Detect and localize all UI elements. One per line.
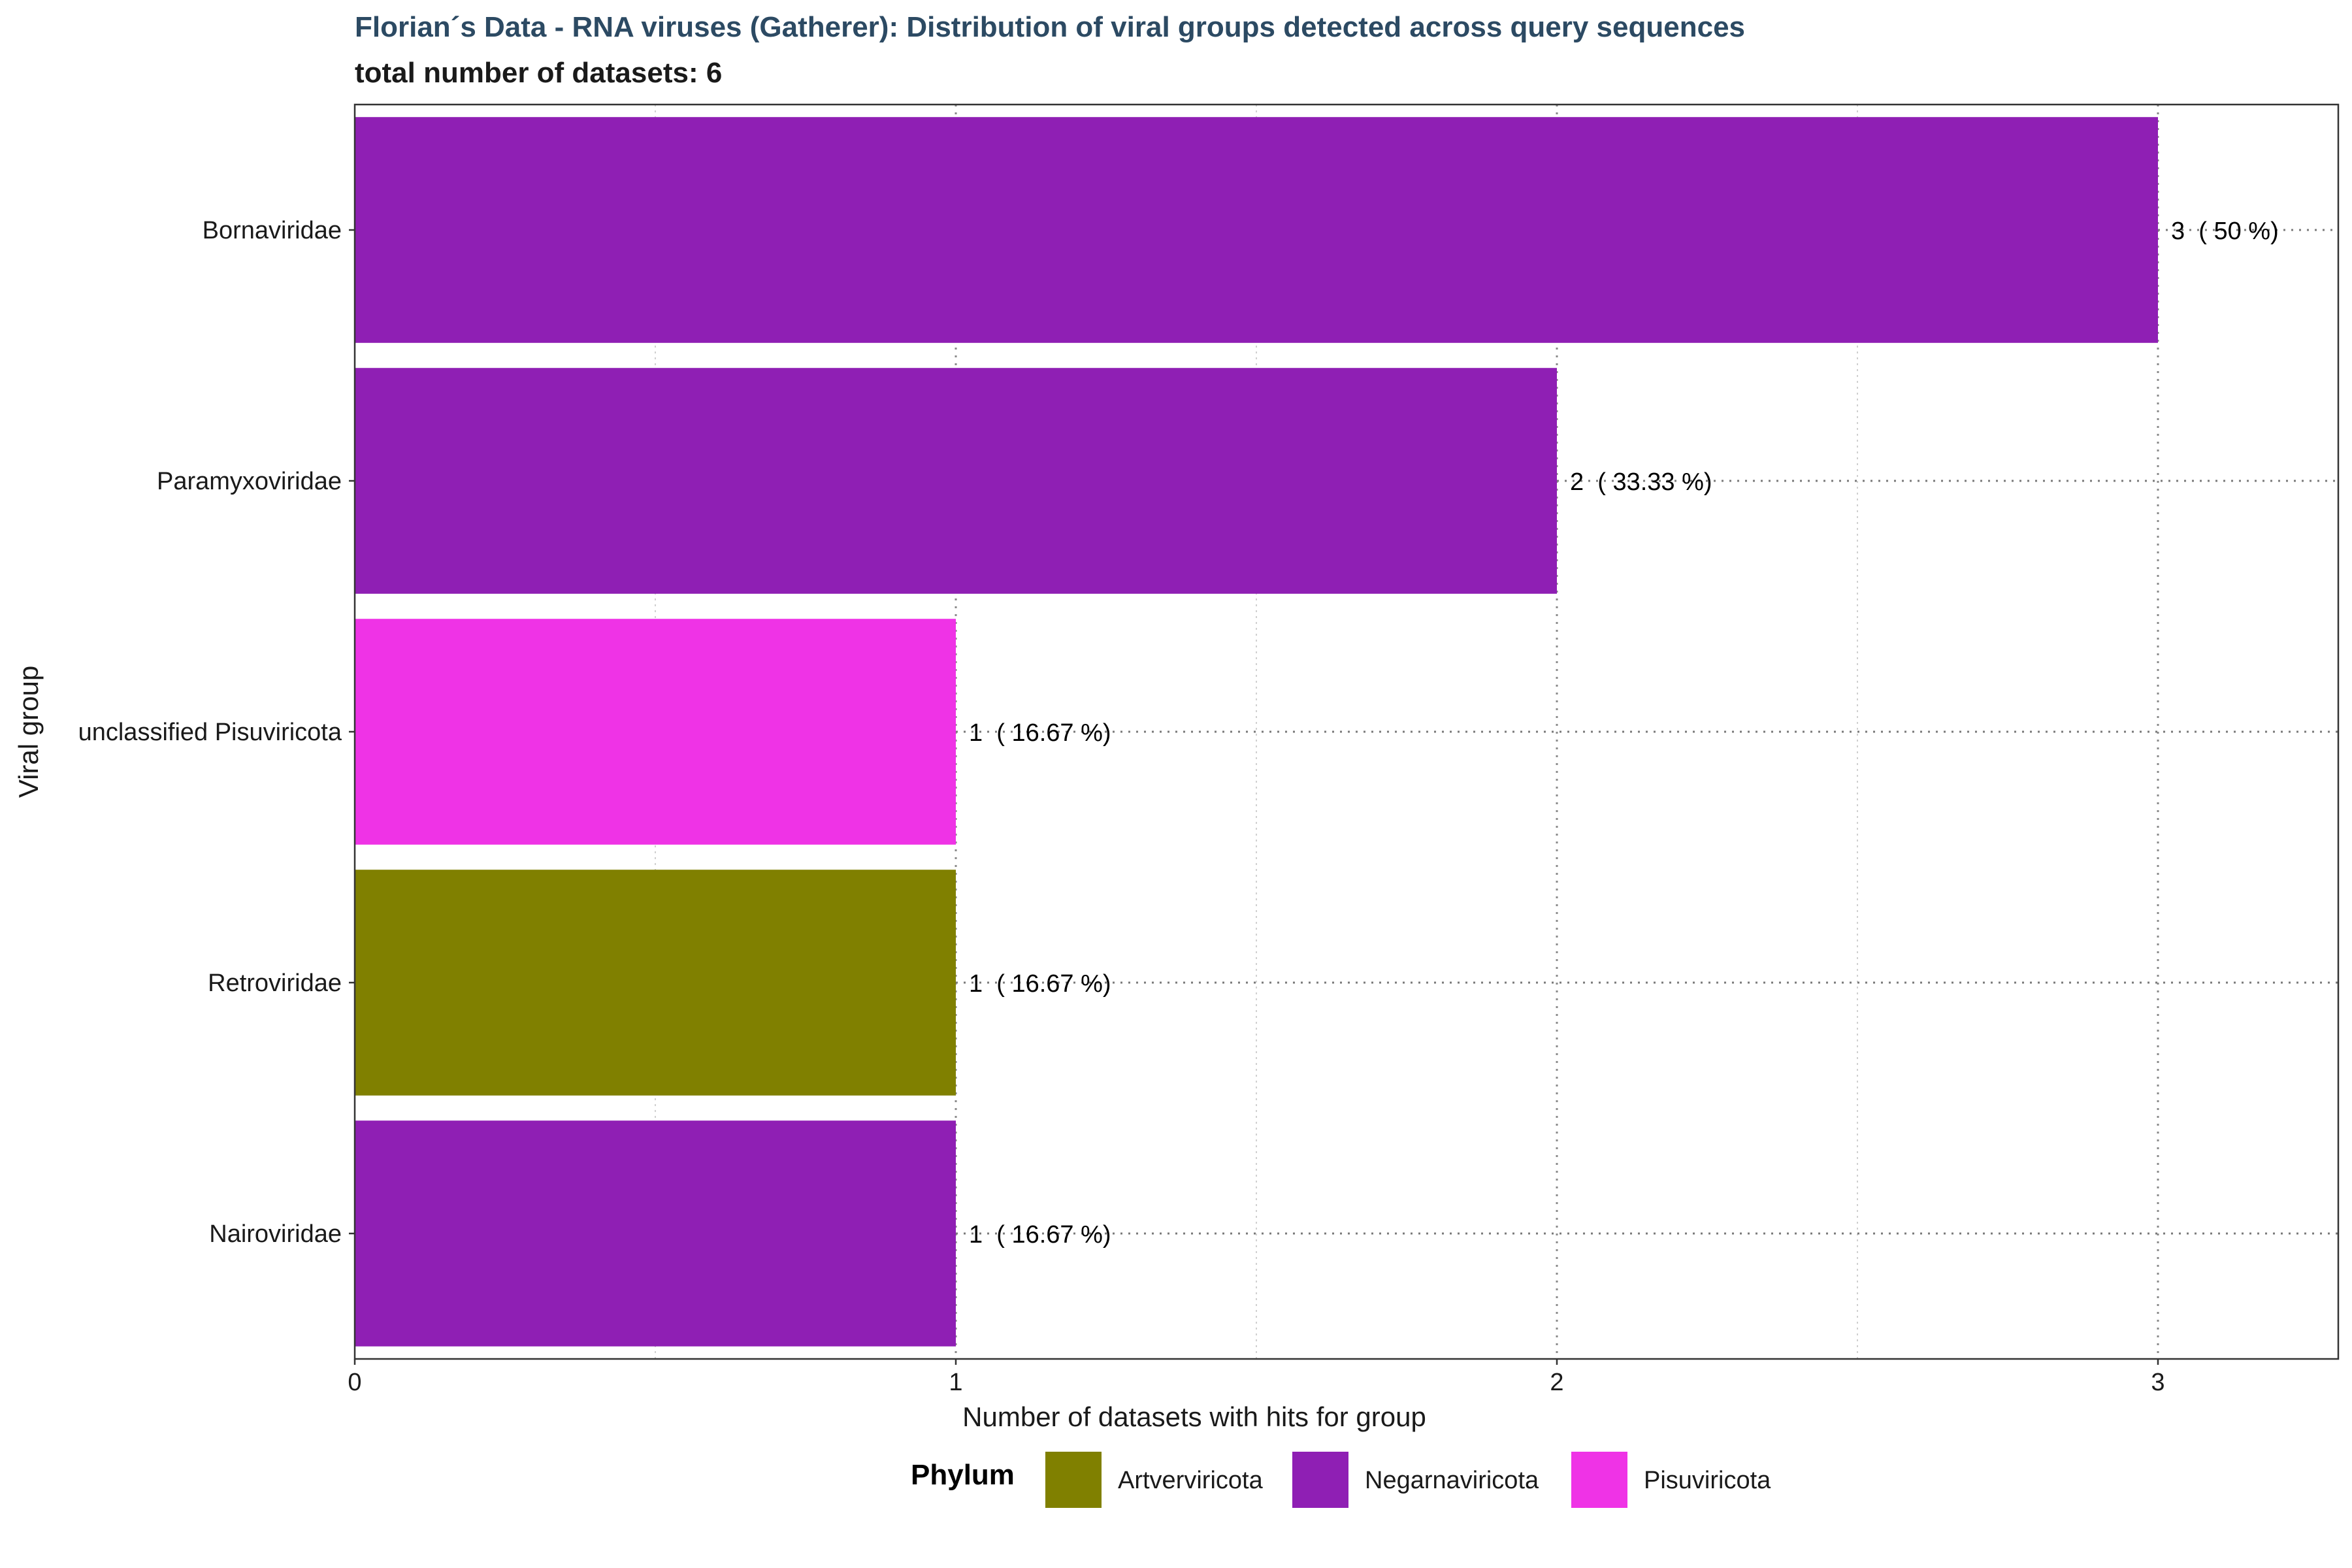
- legend-entry-label: Pisuviricota: [1644, 1467, 1771, 1494]
- chart-subtitle: total number of datasets: 6: [355, 57, 722, 89]
- data-label: 1 ( 16.67 %): [969, 719, 1111, 747]
- y-tick-label: Retroviridae: [208, 970, 342, 997]
- y-tick-label: Nairoviridae: [209, 1220, 342, 1248]
- legend-key: [1292, 1452, 1348, 1508]
- data-label: 1 ( 16.67 %): [969, 1221, 1111, 1249]
- y-tick-label: unclassified Pisuviricota: [78, 719, 342, 746]
- bar: [355, 619, 956, 845]
- bar: [355, 870, 956, 1096]
- bars: [355, 117, 2158, 1347]
- legend-key: [1045, 1452, 1102, 1508]
- y-tick-label: Bornaviridae: [203, 217, 342, 244]
- y-tick-label: Paramyxoviridae: [157, 468, 342, 495]
- bar: [355, 368, 1557, 594]
- legend: Phylum Artverviricota Negarnaviricota Pisu…: [911, 1452, 1771, 1508]
- bar: [355, 117, 2158, 343]
- y-axis-title: Viral group: [13, 666, 44, 798]
- x-tick-label: 3: [2151, 1369, 2164, 1396]
- legend-title: Phylum: [911, 1459, 1015, 1491]
- data-label: 3 ( 50 %): [2171, 218, 2279, 245]
- chart-title: Florian´s Data - RNA viruses (Gatherer):…: [355, 11, 1745, 43]
- x-axis-title: Number of datasets with hits for group: [962, 1401, 1426, 1432]
- x-tick-label: 0: [348, 1369, 361, 1396]
- legend-entry-label: Negarnaviricota: [1365, 1467, 1539, 1494]
- x-tick-label: 1: [949, 1369, 962, 1396]
- y-axis: Bornaviridae Paramyxoviridae unclassified …: [78, 217, 355, 1248]
- bar: [355, 1120, 956, 1347]
- legend-entry-label: Artverviricota: [1118, 1467, 1264, 1494]
- legend-key: [1571, 1452, 1627, 1508]
- x-tick-label: 2: [1550, 1369, 1563, 1396]
- data-labels: 3 ( 50 %) 2 ( 33.33 %) 1 ( 16.67 %) 1 ( 16.…: [956, 218, 2338, 1249]
- data-label: 2 ( 33.33 %): [1570, 468, 1712, 496]
- data-label: 1 ( 16.67 %): [969, 970, 1111, 998]
- x-axis: 0 1 2 3: [348, 1359, 2165, 1396]
